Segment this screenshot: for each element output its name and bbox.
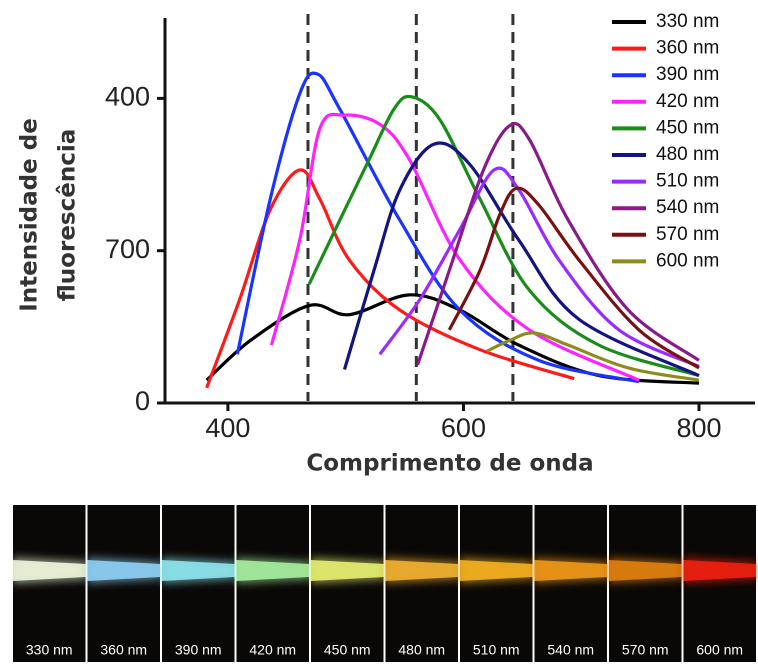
photo-bg — [385, 505, 458, 662]
photo-bg — [87, 505, 160, 662]
photo-label: 420 nm — [249, 642, 296, 658]
photo-band — [236, 560, 309, 581]
photo-label: 330 nm — [26, 642, 73, 658]
photo-band — [385, 560, 458, 581]
photo-bg — [13, 505, 86, 662]
photo-label: 600 nm — [696, 642, 743, 658]
legend-label: 330 nm — [656, 11, 719, 32]
strip-photo: 330 nm — [13, 505, 86, 662]
strip-photo: 450 nm — [311, 505, 384, 662]
strip-photo: 390 nm — [162, 505, 235, 662]
photo-bg — [460, 505, 533, 662]
y-tick-label: 700 — [105, 234, 150, 264]
strip-photo: 420 nm — [236, 505, 309, 662]
photo-band — [683, 560, 756, 581]
photo-band — [162, 560, 235, 581]
series-line — [342, 141, 700, 378]
series-line — [205, 168, 575, 389]
photo-label: 480 nm — [398, 642, 445, 658]
strip-photo: 570 nm — [609, 505, 682, 662]
legend-label: 360 nm — [656, 38, 719, 59]
series-line — [269, 112, 640, 382]
photo-label: 570 nm — [622, 642, 669, 658]
series-line — [447, 186, 700, 370]
strip-photo: 510 nm — [460, 505, 533, 662]
strip-photo: 480 nm — [385, 505, 458, 662]
x-tick-label: 600 — [441, 413, 486, 443]
photo-label: 390 nm — [175, 642, 222, 658]
legend-label: 450 nm — [656, 117, 719, 138]
photo-band — [460, 560, 533, 581]
legend-label: 420 nm — [656, 91, 719, 112]
legend-label: 390 nm — [656, 64, 719, 85]
photo-bg — [683, 505, 756, 662]
photo-band — [87, 560, 160, 581]
photo-bg — [311, 505, 384, 662]
photo-label: 510 nm — [473, 642, 520, 658]
y-tick-label: 0 — [135, 386, 150, 416]
x-axis-title: Comprimento de onda — [306, 451, 593, 477]
photo-label: 540 nm — [547, 642, 594, 658]
legend-label: 600 nm — [656, 250, 719, 271]
series-line — [378, 166, 700, 368]
photo-bg — [534, 505, 607, 662]
series-line — [486, 331, 700, 382]
y-axis-title: Intensidade de — [17, 118, 43, 312]
y-tick-label: 400 — [105, 82, 150, 112]
photo-bg — [162, 505, 235, 662]
photo-band — [534, 560, 607, 581]
strip-photo: 360 nm — [87, 505, 160, 662]
legend-label: 540 nm — [656, 197, 719, 218]
x-tick-label: 400 — [205, 413, 250, 443]
photo-bg — [609, 505, 682, 662]
photo-label: 450 nm — [324, 642, 371, 658]
y-axis-title: fluorescência — [55, 129, 81, 302]
photo-band — [609, 560, 682, 581]
photo-band — [13, 560, 86, 581]
series-line — [415, 121, 700, 366]
photo-band — [311, 560, 384, 581]
strip-photo: 600 nm — [683, 505, 756, 662]
photo-bg — [236, 505, 309, 662]
legend-label: 480 nm — [656, 144, 719, 165]
legend-label: 510 nm — [656, 171, 719, 192]
photo-label: 360 nm — [100, 642, 147, 658]
x-tick-label: 800 — [676, 413, 721, 443]
series-line — [307, 94, 700, 378]
strip-photo: 540 nm — [534, 505, 607, 662]
legend-label: 570 nm — [656, 224, 719, 245]
